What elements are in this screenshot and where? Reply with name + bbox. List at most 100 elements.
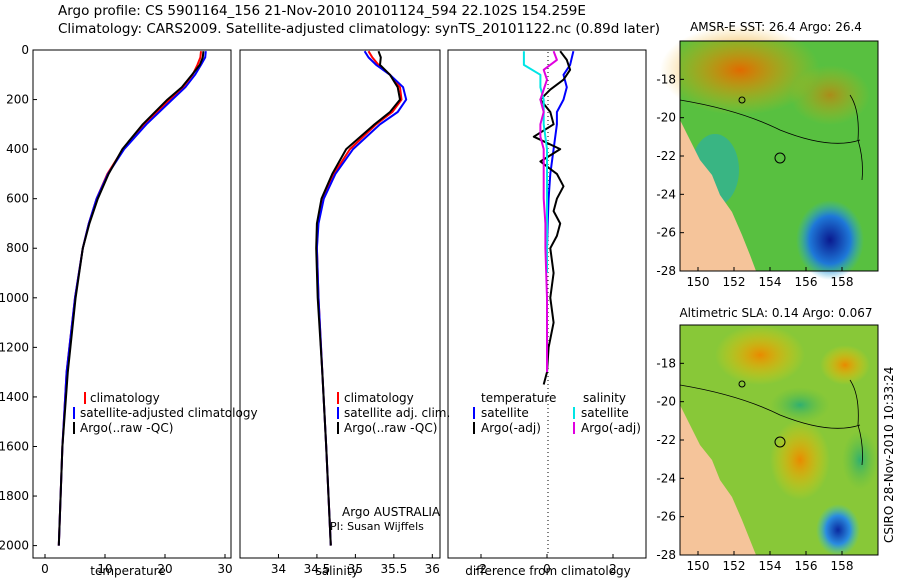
sla-map-y-tick-label: -26	[656, 510, 676, 524]
sla-reef-contour	[849, 379, 863, 466]
x-tick-label: 35	[348, 562, 363, 576]
sst-map-y-tick-label: -26	[656, 226, 676, 240]
sst-map-x-tick-label: 152	[723, 275, 746, 289]
difference-temperature-argo-adj--line	[532, 50, 572, 385]
sla-map-x-tick-label: 158	[831, 559, 854, 573]
sst-cold-region	[796, 200, 864, 280]
difference-axis-label: difference from climatology	[465, 564, 631, 578]
pi-label: PI: Susan Wijffels	[330, 520, 424, 533]
salinity-legend: climatology satellite adj. clim. Argo(..…	[337, 391, 450, 435]
legend-label-temp-argo: Argo(-adj)	[481, 421, 541, 435]
legend-header-temperature: temperature	[481, 391, 556, 405]
sla-map-x-tick-label: 152	[723, 559, 746, 573]
x-tick-label: 34.5	[304, 562, 331, 576]
argo-program-label: Argo AUSTRALIA	[342, 505, 441, 519]
x-tick-label: 35.5	[380, 562, 407, 576]
legend-label-argo: Argo(..raw -QC)	[80, 421, 173, 435]
sla-map: Altimetric SLA: 0.14 Argo: 0.067	[679, 306, 879, 556]
difference-series-group	[522, 50, 575, 385]
sla-map-x-tick-label: 156	[795, 559, 818, 573]
sst-map-x-tick-label: 150	[687, 275, 710, 289]
difference-salinity-satellite-line	[522, 51, 548, 273]
sst-warm-region	[660, 25, 820, 115]
legend-label-satellite: satellite-adjusted climatology	[80, 406, 258, 420]
y-tick-label: 2000	[0, 539, 29, 553]
map-axes: 150 152 154 156 158 -18 -20 -22 -24 -26 -28 150 152 1…	[656, 72, 853, 573]
salinity-argo-raw-qc--line	[315, 50, 401, 546]
legend-label-climatology: climatology	[344, 391, 414, 405]
legend-label-climatology: climatology	[90, 391, 160, 405]
sla-map-x-tick-label: 150	[687, 559, 710, 573]
y-tick-label: 800	[6, 241, 29, 255]
depth-axis: 0 200 400 600 800 1000 1200 1400 1600 1800 2000	[0, 43, 37, 553]
x-tick-label: 30	[217, 562, 232, 576]
x-tick-label: 36	[425, 562, 440, 576]
credit-stamp: CSIRO 28-Nov-2010 10:33:24	[882, 367, 896, 543]
x-tick-label: 0	[41, 562, 49, 576]
sst-map-y-tick-label: -24	[656, 187, 676, 201]
y-tick-label: 200	[6, 93, 29, 107]
y-tick-label: 400	[6, 142, 29, 156]
sla-float-marker	[774, 436, 786, 448]
sla-map-x-tick-label: 154	[759, 559, 782, 573]
sla-green-region-2	[842, 430, 878, 490]
sst-map-x-tick-label: 156	[795, 275, 818, 289]
sla-green-region	[770, 387, 830, 423]
sla-map-y-tick-label: -20	[656, 395, 676, 409]
difference-temperature-satellite-line	[546, 50, 575, 249]
sla-map-y-tick-label: -22	[656, 433, 676, 447]
sla-land	[680, 405, 756, 555]
y-tick-label: 0	[21, 43, 29, 57]
sst-prev-marker	[738, 96, 746, 104]
sst-contour	[679, 99, 861, 144]
sst-land	[680, 120, 756, 271]
sla-map-y-tick-label: -28	[656, 548, 676, 562]
legend-label-satellite: satellite adj. clim.	[344, 406, 450, 420]
x-tick-label: 10	[97, 562, 112, 576]
x-tick-label: 2	[609, 562, 617, 576]
legend-label-argo: Argo(..raw -QC)	[344, 421, 437, 435]
temperature-panel	[32, 49, 232, 559]
sst-map-y-tick-label: -18	[656, 72, 676, 86]
sla-map-y-tick-label: -24	[656, 471, 676, 485]
sst-map-y-tick-label: -28	[656, 264, 676, 278]
salinity-series-group	[315, 50, 408, 546]
salinity-axis-label: salinity	[315, 564, 358, 578]
climatology-title: Climatology: CARS2009. Satellite-adjuste…	[58, 21, 661, 37]
profile-title: Argo profile: CS 5901164_156 21-Nov-2010…	[58, 3, 586, 19]
x-tick-label: 20	[157, 562, 172, 576]
sst-reef-contour	[849, 94, 863, 181]
sla-prev-marker	[738, 380, 746, 388]
y-tick-label: 1000	[0, 291, 29, 305]
temperature-axis-label: temperature	[90, 564, 165, 578]
legend-label-sal-satellite: satellite	[581, 406, 629, 420]
sst-map-x-tick-label: 158	[831, 275, 854, 289]
sla-map-title: Altimetric SLA: 0.14 Argo: 0.067	[679, 306, 872, 320]
salinity-panel	[239, 49, 441, 559]
sst-float-marker	[774, 152, 786, 164]
x-tick-label: -2	[475, 562, 487, 576]
profile-series	[57, 50, 575, 546]
y-tick-label: 600	[6, 192, 29, 206]
difference-salinity-argo-adj--line	[539, 50, 558, 373]
x-tick-label: 0	[543, 562, 551, 576]
sla-warm-region-2	[770, 420, 830, 500]
legend-label-sal-argo: Argo(-adj)	[581, 421, 641, 435]
x-tick-label: 34	[271, 562, 286, 576]
sla-map-y-tick-label: -18	[656, 356, 676, 370]
x-axes: 0 10 20 30 34 34.5 35 35.5 36 -2 0 2	[41, 554, 617, 576]
y-tick-label: 1800	[0, 489, 29, 503]
difference-legend: temperature salinity satellite Argo(-adj…	[473, 391, 641, 435]
sla-warm-region	[715, 325, 805, 385]
legend-header-salinity: salinity	[583, 391, 626, 405]
sst-map-y-tick-label: -20	[656, 111, 676, 125]
sst-map-x-tick-label: 154	[759, 275, 782, 289]
y-tick-label: 1400	[0, 390, 29, 404]
legend-label-temp-satellite: satellite	[481, 406, 529, 420]
temperature-series-group	[57, 51, 207, 546]
y-tick-label: 1200	[0, 340, 29, 354]
sla-warm-region-3	[820, 345, 870, 385]
temperature-argo-raw-qc--line	[57, 51, 205, 546]
temperature-legend: climatology satellite-adjusted climatolo…	[73, 391, 258, 435]
y-tick-label: 1600	[0, 439, 29, 453]
